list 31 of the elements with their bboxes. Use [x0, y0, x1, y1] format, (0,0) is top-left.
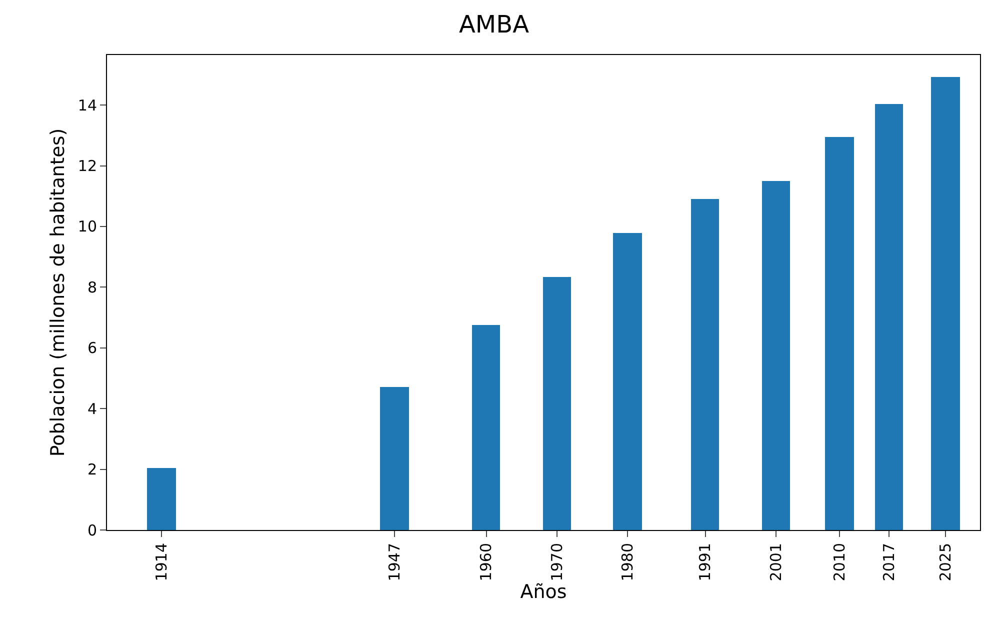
y-tick-label: 4 [87, 400, 97, 418]
bar [875, 104, 903, 530]
x-tick-label: 2017 [880, 543, 898, 582]
x-tick-label: 1980 [618, 543, 636, 582]
x-tick-label: 1970 [548, 543, 566, 582]
bar [613, 233, 642, 530]
bar [825, 137, 854, 530]
bar [691, 199, 719, 530]
bar [147, 468, 176, 530]
x-axis-title: Años [520, 581, 567, 604]
x-tick-label: 1947 [385, 543, 404, 582]
chart-title: AMBA [458, 10, 530, 39]
x-tick-label: 1914 [152, 543, 170, 582]
x-tick-label: 1960 [477, 543, 496, 582]
bar [380, 387, 409, 530]
y-axis-title: Poblacion (millones de habitantes) [46, 128, 69, 457]
y-tick-label: 10 [78, 218, 97, 236]
y-tick-label: 12 [78, 157, 97, 176]
y-tick-label: 14 [78, 96, 97, 114]
x-tick-label: 2025 [936, 543, 954, 582]
bar [472, 325, 500, 530]
bar [762, 181, 790, 530]
x-tick-label: 2001 [766, 543, 785, 582]
y-tick-label: 0 [87, 521, 97, 540]
y-tick-label: 6 [87, 339, 97, 358]
x-tick-label: 1991 [696, 543, 714, 582]
bar [543, 277, 571, 530]
y-tick-label: 2 [87, 460, 97, 479]
y-tick-label: 8 [87, 278, 97, 296]
bar [931, 77, 960, 530]
x-tick-label: 2010 [830, 543, 848, 582]
